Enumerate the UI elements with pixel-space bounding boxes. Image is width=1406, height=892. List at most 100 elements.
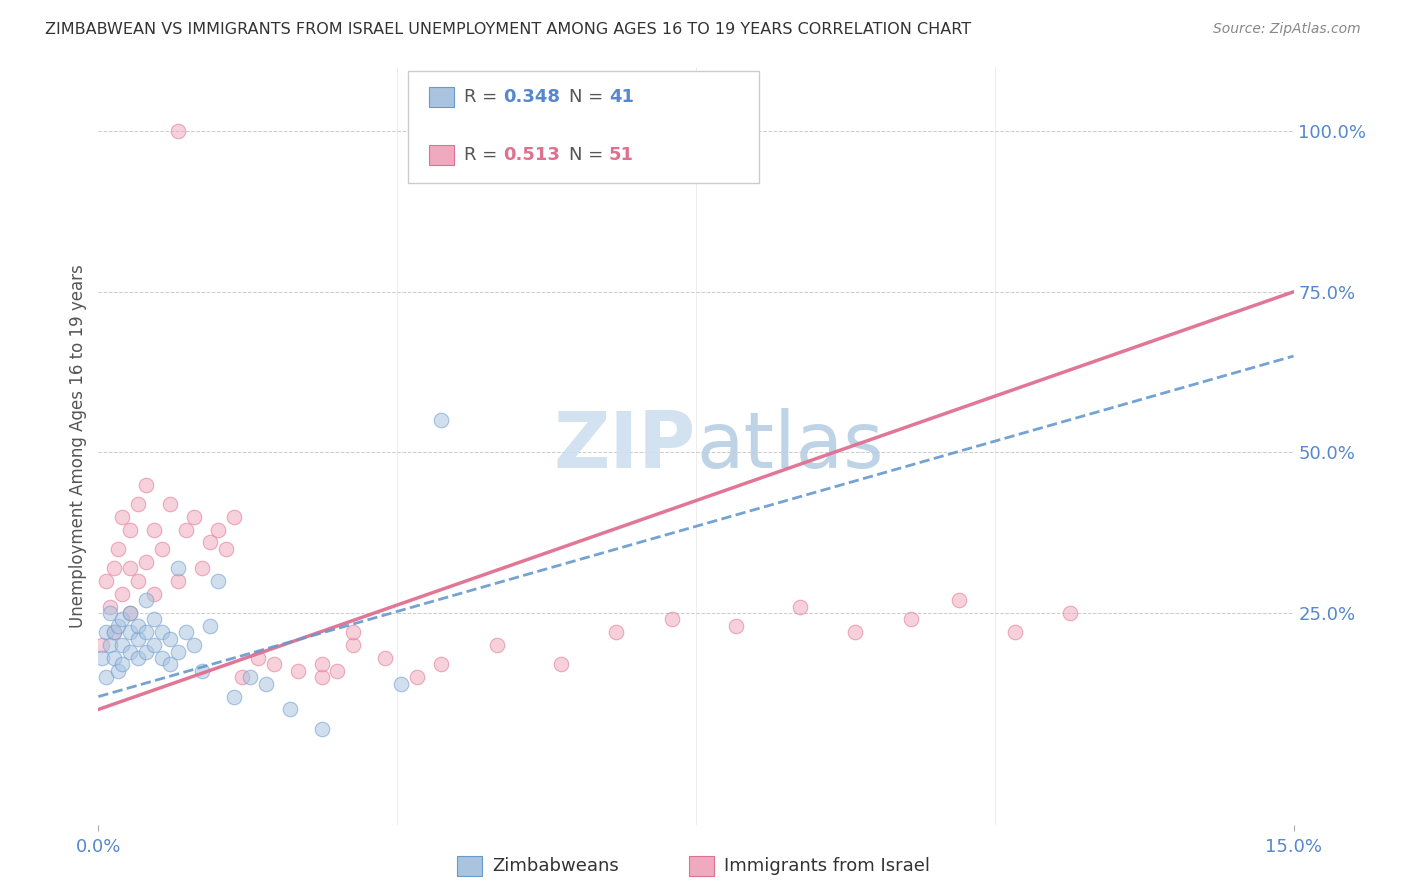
Text: R =: R =: [464, 146, 503, 164]
Point: [231, 670, 253, 684]
Text: 41: 41: [609, 88, 634, 106]
Point: [120, 561, 142, 575]
Point: [103, 651, 125, 665]
Point: [111, 587, 134, 601]
Point: [150, 541, 173, 556]
Point: [103, 561, 125, 575]
Point: [374, 651, 396, 665]
Point: [191, 561, 214, 575]
Text: N =: N =: [569, 146, 609, 164]
Point: [96, 625, 118, 640]
Point: [150, 651, 173, 665]
Point: [91, 638, 114, 652]
Point: [135, 555, 157, 569]
Point: [159, 632, 181, 646]
Point: [107, 664, 129, 678]
Point: [183, 638, 205, 652]
Point: [311, 722, 333, 736]
Point: [143, 587, 166, 601]
Point: [222, 509, 245, 524]
Point: [111, 657, 134, 672]
Point: [167, 561, 190, 575]
Point: [127, 632, 149, 646]
Point: [135, 477, 157, 491]
Point: [120, 606, 142, 620]
Point: [98, 599, 122, 614]
Point: [198, 619, 221, 633]
Point: [430, 413, 453, 427]
Point: [844, 625, 866, 640]
Point: [120, 606, 142, 620]
Point: [96, 670, 118, 684]
Point: [150, 625, 173, 640]
Point: [215, 541, 238, 556]
Point: [724, 619, 747, 633]
Point: [174, 625, 197, 640]
Point: [120, 625, 142, 640]
Point: [430, 657, 453, 672]
Point: [789, 599, 811, 614]
Point: [111, 612, 134, 626]
Point: [159, 657, 181, 672]
Point: [278, 702, 301, 716]
Point: [342, 625, 364, 640]
Point: [263, 657, 285, 672]
Point: [167, 574, 190, 588]
Text: R =: R =: [464, 88, 503, 106]
Point: [107, 541, 129, 556]
Point: [239, 670, 262, 684]
Point: [222, 690, 245, 704]
Point: [143, 523, 166, 537]
Point: [1004, 625, 1026, 640]
Point: [661, 612, 683, 626]
Point: [948, 593, 970, 607]
Text: atlas: atlas: [696, 408, 883, 484]
Point: [127, 651, 149, 665]
Point: [406, 670, 429, 684]
Point: [103, 625, 125, 640]
Point: [174, 523, 197, 537]
Point: [207, 574, 229, 588]
Point: [135, 645, 157, 659]
Point: [120, 645, 142, 659]
Point: [111, 638, 134, 652]
Point: [900, 612, 922, 626]
Text: N =: N =: [569, 88, 609, 106]
Y-axis label: Unemployment Among Ages 16 to 19 years: Unemployment Among Ages 16 to 19 years: [69, 264, 87, 628]
Point: [91, 651, 114, 665]
Point: [159, 497, 181, 511]
Point: [287, 664, 309, 678]
Point: [143, 612, 166, 626]
Point: [311, 670, 333, 684]
Point: [342, 638, 364, 652]
Point: [107, 619, 129, 633]
Point: [326, 664, 349, 678]
Point: [605, 625, 627, 640]
Text: ZIP: ZIP: [554, 408, 696, 484]
Point: [135, 625, 157, 640]
Point: [127, 497, 149, 511]
Text: 0.513: 0.513: [503, 146, 560, 164]
Point: [246, 651, 269, 665]
Point: [120, 523, 142, 537]
Point: [191, 664, 214, 678]
Text: ZIMBABWEAN VS IMMIGRANTS FROM ISRAEL UNEMPLOYMENT AMONG AGES 16 TO 19 YEARS CORR: ZIMBABWEAN VS IMMIGRANTS FROM ISRAEL UNE…: [45, 22, 972, 37]
Point: [183, 509, 205, 524]
Point: [135, 593, 157, 607]
Point: [254, 677, 277, 691]
Text: Zimbabweans: Zimbabweans: [492, 857, 619, 875]
Text: 0.348: 0.348: [503, 88, 561, 106]
Point: [167, 124, 190, 138]
Point: [143, 638, 166, 652]
Point: [167, 645, 190, 659]
Point: [1059, 606, 1081, 620]
Point: [127, 619, 149, 633]
Point: [98, 638, 122, 652]
Point: [198, 535, 221, 549]
Point: [98, 606, 122, 620]
Point: [207, 523, 229, 537]
Point: [111, 509, 134, 524]
Point: [127, 574, 149, 588]
Point: [485, 638, 508, 652]
Point: [550, 657, 572, 672]
